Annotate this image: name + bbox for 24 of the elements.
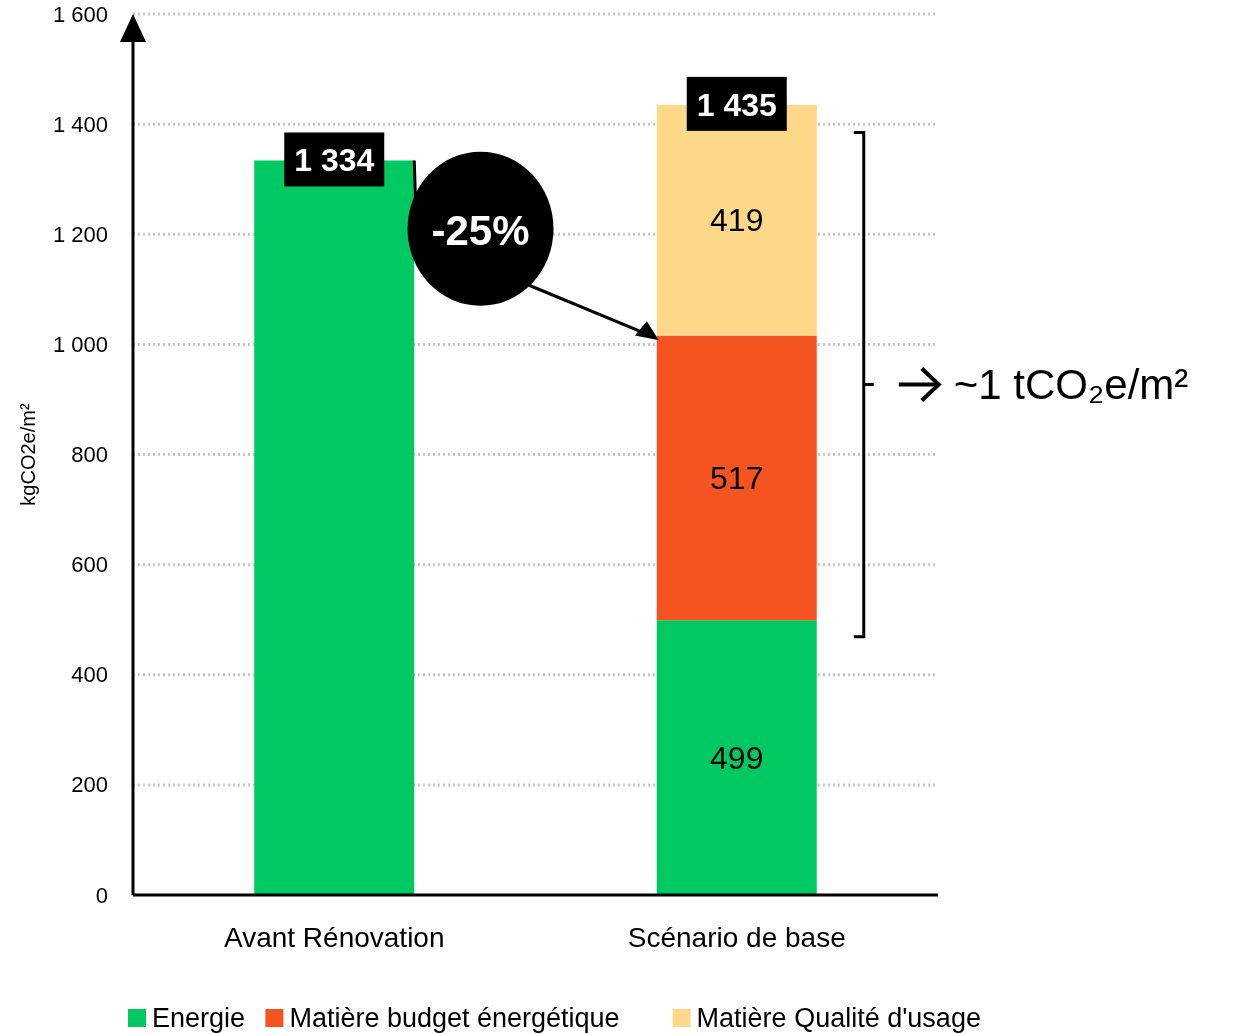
x-tick-label: Avant Rénovation [223,921,445,953]
y-tick-label: 1 400 [52,111,108,137]
x-tick-label: Scénario de base [627,921,846,953]
y-tick-label: 600 [71,552,108,578]
y-tick-label: 800 [71,442,108,467]
bar [656,335,817,621]
y-tick-label: 0 [95,882,108,908]
y-tick-label: 1 200 [52,221,108,247]
annotation: -25% [431,207,530,255]
legend-label: Matière budget énergétique [289,1003,620,1033]
data-label: 499 [710,739,764,776]
y-tick-label: 1 000 [52,331,108,357]
data-label: 517 [710,459,764,496]
legend-label: Matière Qualité d'usage [696,1003,981,1033]
y-tick-label: 1 600 [52,1,108,27]
bar [656,620,817,895]
legend-label: Energie [152,1003,246,1033]
total-label: 1 435 [696,86,777,123]
y-tick-label: 200 [71,772,108,798]
y-tick-label: 400 [71,662,108,688]
total-label: 1 334 [294,142,375,179]
text: ~1 tCO₂e/m² [953,361,1189,409]
data-label: 419 [710,202,764,239]
y-axis-title: kgCO2e/m² [17,403,39,506]
